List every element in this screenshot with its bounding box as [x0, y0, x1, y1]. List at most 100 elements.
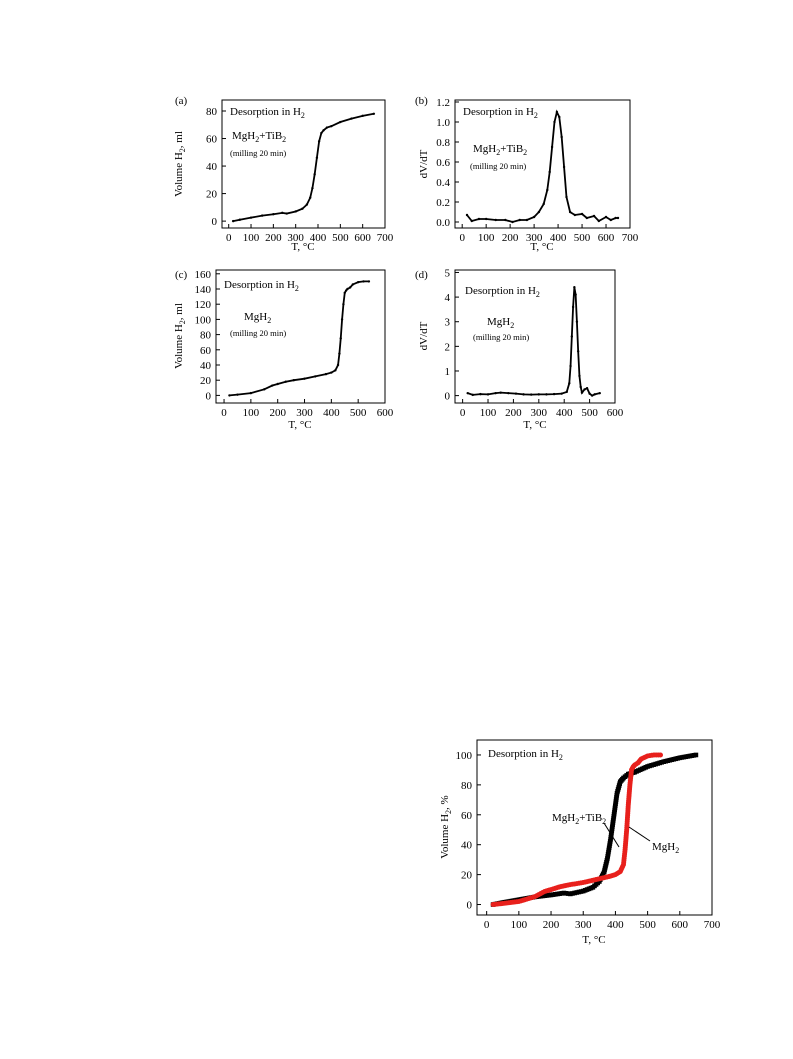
- x-axis-label: T, °C: [530, 241, 553, 253]
- x-tick-label: 500: [350, 407, 367, 419]
- y-tick-label: 20: [200, 375, 212, 387]
- label-part: MgH: [244, 311, 267, 323]
- y-tick-label: 0.6: [436, 157, 450, 169]
- x-tick-label: 700: [377, 232, 394, 244]
- label-part: MgH: [473, 143, 496, 155]
- data-point: [511, 220, 514, 224]
- data-point: [578, 374, 581, 378]
- y-axis-label: dV/dT: [418, 149, 430, 178]
- data-marks: [231, 112, 376, 223]
- y-tick-label: 100: [456, 750, 473, 762]
- data-point: [308, 196, 312, 199]
- x-axis-ticks: 0 100 200 300 400 500 600: [460, 399, 624, 419]
- subscript: 2: [178, 320, 187, 324]
- subscript: 2: [267, 316, 271, 325]
- x-tick-label: 100: [480, 407, 497, 419]
- y-tick-label: 80: [200, 330, 212, 342]
- y-tick-label: 60: [461, 810, 473, 822]
- data-point: [542, 202, 545, 206]
- x-tick-label: 200: [502, 232, 519, 244]
- data-point: [548, 170, 551, 174]
- data-point: [356, 280, 360, 284]
- condition-sub: 2: [295, 284, 299, 293]
- label-part: +TiB: [500, 143, 523, 155]
- condition-annotation: Desorption in H2: [463, 106, 538, 120]
- data-point: [565, 195, 568, 199]
- data-point: [330, 371, 333, 374]
- data-point: [342, 303, 345, 306]
- y-tick-label: 1.2: [436, 97, 450, 109]
- data-point: [545, 393, 548, 396]
- data-point: [346, 287, 349, 291]
- label-part: MgH: [652, 841, 675, 853]
- y-tick-label: 60: [200, 345, 212, 357]
- data-point: [314, 375, 317, 378]
- y-tick-label: 1.0: [436, 117, 450, 129]
- y-tick-label: 0: [445, 391, 451, 403]
- label-part: MgH: [487, 316, 510, 328]
- y-tick-label: 40: [200, 360, 212, 372]
- label-part: Volume H: [173, 152, 185, 197]
- series-label-pointer-mgh2-tib2: [603, 822, 620, 848]
- data-point: [348, 286, 352, 289]
- data-point: [494, 391, 497, 395]
- data-point: [284, 380, 287, 383]
- data-point: [568, 210, 572, 214]
- y-tick-label: 60: [206, 134, 218, 146]
- data-point: [585, 387, 589, 390]
- data-point: [525, 218, 529, 222]
- label-part: MgH: [552, 812, 575, 824]
- y-axis-label: Volume H2, ml: [173, 131, 187, 197]
- data-point: [351, 283, 355, 286]
- label-part: , ml: [173, 303, 185, 320]
- x-tick-label: 200: [269, 407, 286, 419]
- x-tick-label: 400: [556, 407, 573, 419]
- panel-label: (a): [175, 95, 188, 107]
- data-point: [350, 117, 353, 120]
- data-point: [338, 352, 341, 355]
- data-point: [560, 392, 563, 395]
- data-point: [343, 291, 346, 294]
- data-point: [550, 145, 554, 149]
- subscript: 2: [675, 846, 679, 855]
- label-part: , %: [439, 795, 451, 810]
- data-point: [570, 335, 574, 338]
- plot-frame: [454, 269, 616, 404]
- data-point: [340, 318, 344, 321]
- y-axis-ticks: 0 20 40 60 80 100: [456, 750, 481, 912]
- data-point: [236, 393, 239, 396]
- data-point: [614, 216, 617, 220]
- data-point: [322, 129, 325, 132]
- milling-annotation: (milling 20 min): [470, 161, 526, 171]
- data-point: [294, 210, 297, 213]
- series-label-mgh2-tib2: MgH2+TiB2: [552, 812, 606, 826]
- series-0: [490, 752, 699, 907]
- y-tick-label: 0.8: [436, 137, 450, 149]
- data-point: [249, 391, 253, 395]
- x-tick-label: 400: [550, 232, 567, 244]
- data-point: [372, 112, 376, 115]
- data-point: [575, 320, 579, 323]
- data-point: [569, 364, 572, 368]
- x-tick-label: 200: [505, 407, 522, 419]
- y-tick-label: 80: [461, 780, 473, 792]
- condition-sub: 2: [559, 753, 563, 762]
- x-axis-ticks: 0 100 200 300 400 500 600 700: [226, 224, 394, 244]
- data-point: [339, 120, 342, 124]
- y-tick-label: 0: [206, 390, 212, 402]
- condition-sub: 2: [534, 111, 538, 120]
- x-tick-label: 0: [460, 407, 466, 419]
- chart-combined: Desorption in H2 0 100 200 300 400 500 600 700 …: [439, 739, 721, 946]
- label-part: Volume H: [173, 324, 185, 369]
- data-point: [303, 377, 306, 380]
- label-part: +TiB: [259, 130, 282, 142]
- data-point: [238, 218, 242, 221]
- x-tick-label: 300: [575, 919, 592, 931]
- data-point: [588, 392, 591, 395]
- series-1: [490, 752, 663, 908]
- plot-frame: [476, 739, 713, 916]
- panel-label: (d): [415, 269, 428, 281]
- condition-annotation: Desorption in H2: [224, 279, 299, 293]
- data-point: [553, 120, 556, 124]
- milling-annotation: (milling 20 min): [230, 148, 286, 158]
